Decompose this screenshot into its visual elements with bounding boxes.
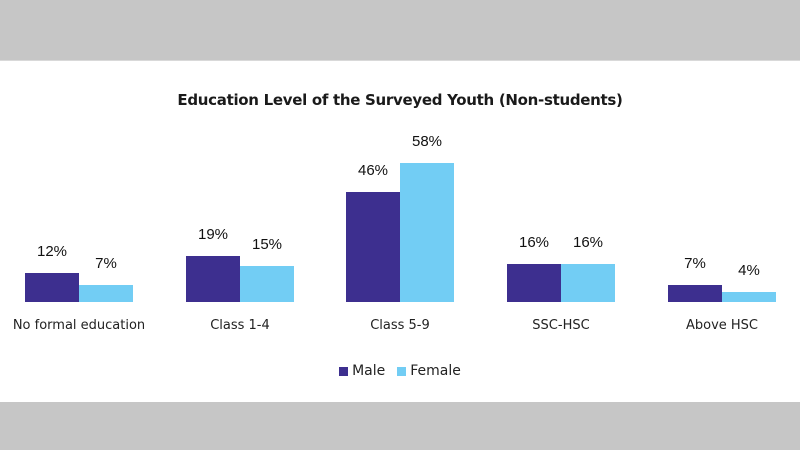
legend-label-female: Female [410, 363, 461, 379]
category-label: SSC-HSC [532, 318, 590, 333]
value-label: 4% [738, 262, 760, 279]
value-label: 58% [411, 133, 443, 150]
bar-male [25, 273, 79, 302]
bar-female [79, 285, 133, 302]
value-label: 16% [518, 234, 550, 251]
legend-label-male: Male [352, 363, 386, 379]
chart-title: Education Level of the Surveyed Youth (N… [177, 91, 623, 109]
chart-panel: Education Level of the Surveyed Youth (N… [0, 60, 800, 402]
bar-male [507, 264, 561, 302]
bar-female [400, 163, 454, 302]
legend-item-male: Male [339, 363, 385, 379]
value-label: 12% [36, 243, 68, 260]
category-label: No formal education [12, 318, 146, 333]
bar-male [668, 285, 722, 302]
bar-female [240, 266, 294, 302]
bar-male [186, 256, 240, 302]
male-swatch-icon [339, 366, 349, 376]
value-label: 46% [357, 162, 389, 179]
value-label: 16% [572, 234, 604, 251]
category-label: Class 1-4 [210, 318, 270, 333]
female-swatch-icon [397, 366, 407, 376]
value-label: 7% [684, 255, 706, 272]
legend: Male Female [0, 363, 800, 379]
value-label: 19% [197, 226, 229, 243]
category-label: Class 5-9 [370, 318, 430, 333]
value-label: 15% [251, 236, 283, 253]
bar-female [722, 292, 776, 302]
value-label: 7% [95, 255, 117, 272]
plot-area: 12% 7% No formal education 19% 15% Class 1-4 4… [0, 61, 800, 402]
category-label: Above HSC [685, 318, 759, 333]
bar-male [346, 192, 400, 302]
legend-item-female: Female [397, 363, 461, 379]
bar-female [561, 264, 615, 302]
